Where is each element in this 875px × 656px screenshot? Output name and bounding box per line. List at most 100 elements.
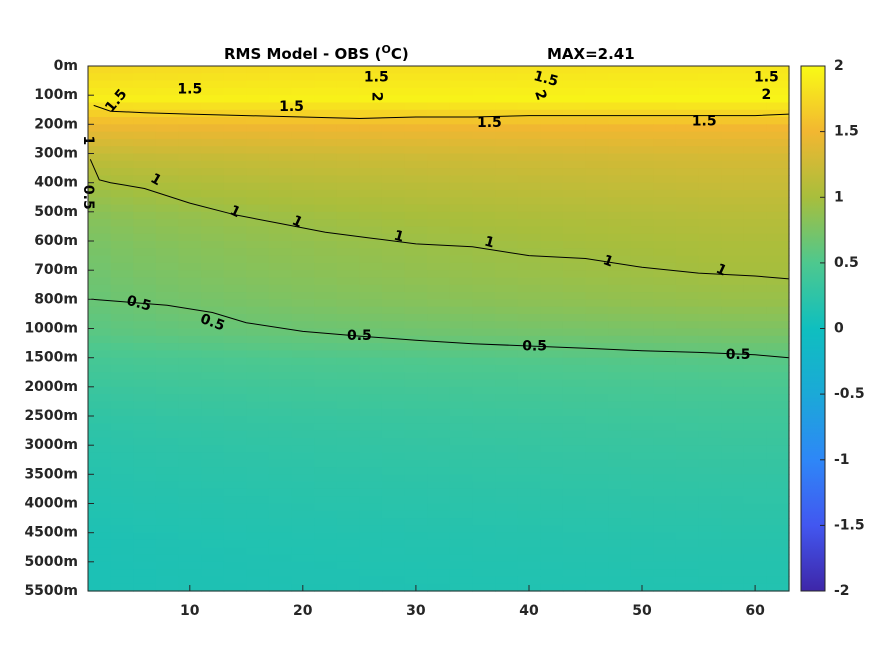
heatmap-cell <box>268 423 293 432</box>
heatmap-cell <box>766 80 790 89</box>
heatmap-cell <box>449 321 474 330</box>
heatmap-cell <box>449 488 474 497</box>
heatmap-cell <box>155 270 180 279</box>
heatmap-cell <box>495 467 519 475</box>
heatmap-cell <box>314 270 338 279</box>
contour-label: 1.5 <box>279 99 304 115</box>
heatmap-cell <box>155 467 180 475</box>
heatmap-cell <box>653 379 677 388</box>
heatmap-cell <box>721 408 745 417</box>
heatmap-cell <box>472 401 496 410</box>
heatmap-cell <box>585 160 609 169</box>
heatmap-cell <box>698 321 722 330</box>
heatmap-cell <box>766 102 790 111</box>
heatmap-cell <box>653 372 677 381</box>
heatmap-cell <box>268 211 293 220</box>
heatmap-cell <box>562 437 587 446</box>
heatmap-cell <box>630 255 654 264</box>
heatmap-cell <box>427 66 451 74</box>
heatmap-cell <box>585 175 609 184</box>
heatmap-cell <box>653 219 677 228</box>
heatmap-cell <box>698 131 722 140</box>
heatmap-cell <box>698 496 722 505</box>
heatmap-cell <box>404 525 428 534</box>
heatmap-cell <box>223 131 247 140</box>
heatmap-cell <box>336 270 360 279</box>
heatmap-cell <box>562 467 587 475</box>
heatmap-cell <box>201 583 225 592</box>
heatmap-cell <box>675 364 700 373</box>
heatmap-cell <box>472 518 496 526</box>
heatmap-cell <box>155 459 180 468</box>
heatmap-cell <box>268 416 293 424</box>
heatmap-cell <box>653 117 677 125</box>
heatmap-cell <box>653 503 677 512</box>
heatmap-cell <box>110 474 134 483</box>
heatmap-cell <box>608 219 632 228</box>
heatmap-cell <box>653 510 677 519</box>
heatmap-cell <box>517 313 541 322</box>
heatmap-cell <box>608 488 632 497</box>
heatmap-cell <box>766 539 790 548</box>
heatmap-cell <box>766 146 790 155</box>
heatmap-cell <box>449 168 474 176</box>
heatmap-cell <box>517 109 541 118</box>
heatmap-cell <box>201 248 225 257</box>
heatmap-cell <box>381 138 406 147</box>
heatmap-cell <box>630 401 654 410</box>
heatmap-cell <box>540 328 564 337</box>
heatmap-cell <box>427 226 451 235</box>
heatmap-cell <box>540 357 564 366</box>
heatmap-cell <box>133 357 157 366</box>
heatmap-cell <box>88 481 112 490</box>
heatmap-cell <box>495 277 519 286</box>
heatmap-cell <box>721 503 745 512</box>
heatmap-cell <box>291 299 315 308</box>
heatmap-cell <box>698 474 722 483</box>
heatmap-cell <box>268 87 293 96</box>
heatmap-cell <box>336 153 360 162</box>
heatmap-cell <box>381 445 406 454</box>
heatmap-cell <box>562 182 587 191</box>
heatmap-cell <box>721 197 745 206</box>
heatmap-cell <box>223 299 247 308</box>
heatmap-cell <box>540 233 564 242</box>
heatmap-cell <box>314 233 338 242</box>
heatmap-cell <box>562 408 587 417</box>
heatmap-cell <box>314 262 338 271</box>
heatmap-cell <box>314 277 338 286</box>
heatmap-cell <box>562 306 587 315</box>
heatmap-cell <box>246 146 270 155</box>
heatmap-cell <box>562 386 587 395</box>
heatmap-cell <box>404 211 428 220</box>
heatmap-cell <box>585 539 609 548</box>
heatmap-cell <box>766 138 790 147</box>
heatmap-cell <box>359 131 383 140</box>
heatmap-cell <box>268 525 293 534</box>
heatmap-cell <box>427 430 451 439</box>
heatmap-cell <box>268 189 293 198</box>
heatmap-cell <box>381 569 406 578</box>
heatmap-cell <box>743 87 767 96</box>
heatmap-cell <box>721 416 745 424</box>
heatmap-cell <box>495 576 519 585</box>
heatmap-cell <box>540 109 564 118</box>
heatmap-cell <box>608 160 632 169</box>
heatmap-cell <box>517 401 541 410</box>
heatmap-cell <box>449 372 474 381</box>
heatmap-cell <box>472 146 496 155</box>
heatmap-cell <box>585 138 609 147</box>
heatmap-cell <box>743 481 767 490</box>
heatmap-cell <box>110 459 134 468</box>
heatmap-cell <box>585 467 609 475</box>
heatmap-cell <box>675 488 700 497</box>
heatmap-cell <box>359 576 383 585</box>
heatmap-cell <box>517 408 541 417</box>
heatmap-cell <box>766 248 790 257</box>
heatmap-cell <box>223 394 247 403</box>
heatmap-cell <box>314 576 338 585</box>
heatmap-cell <box>721 73 745 82</box>
heatmap-cell <box>495 452 519 461</box>
heatmap-cell <box>291 474 315 483</box>
heatmap-cell <box>291 168 315 176</box>
